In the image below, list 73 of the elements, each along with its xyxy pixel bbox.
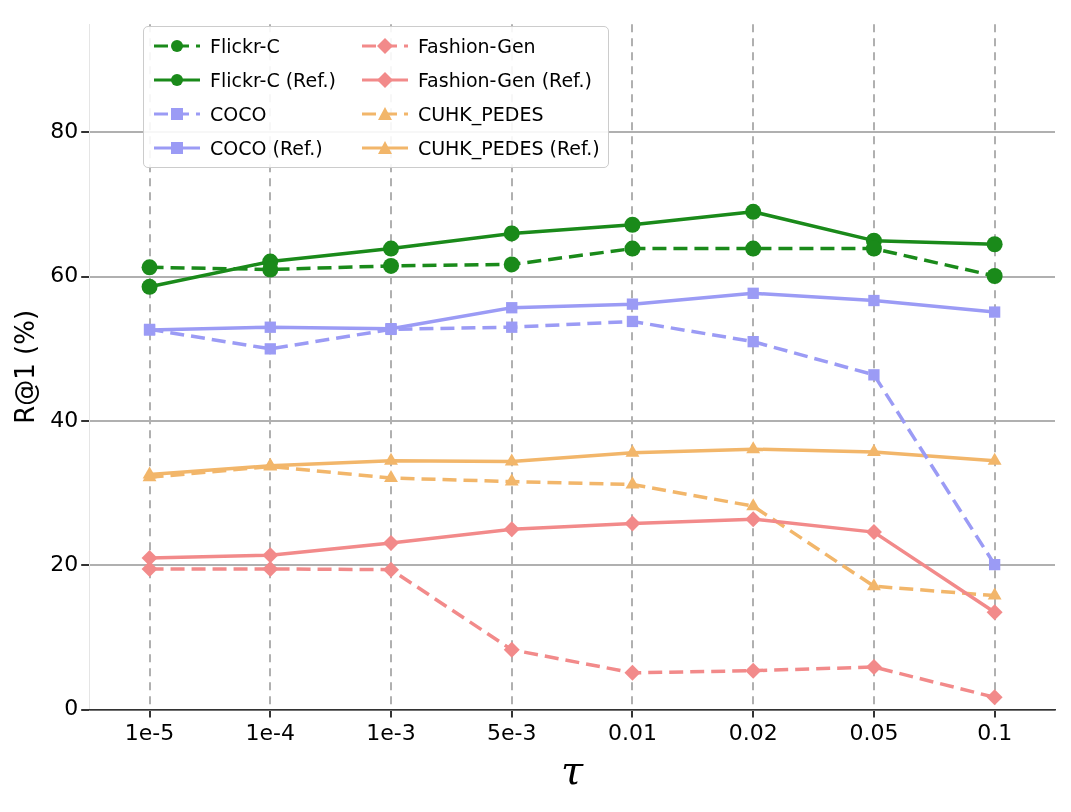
y-tick-label: 0: [64, 695, 79, 721]
point: [626, 298, 639, 310]
point: [384, 470, 398, 483]
y-tick-label: 60: [50, 262, 79, 288]
point: [506, 321, 518, 333]
point: [745, 240, 762, 257]
x-tick-label: 0.1: [977, 719, 1013, 745]
point: [865, 524, 882, 541]
point: [504, 453, 519, 466]
legend-label: COCO: [210, 102, 267, 127]
point: [626, 315, 639, 328]
y-axis-title: R@1 (%): [10, 309, 41, 424]
point: [503, 521, 520, 538]
point: [866, 444, 881, 457]
point: [506, 302, 518, 314]
y-tick-label: 20: [50, 551, 79, 577]
point: [264, 321, 276, 333]
x-tick-label: 0.02: [728, 719, 778, 745]
point: [868, 369, 880, 381]
legend-label: Flickr-C (Ref.): [210, 68, 336, 93]
point: [746, 498, 761, 511]
point: [986, 267, 1003, 284]
point: [747, 287, 759, 299]
point: [141, 259, 158, 276]
point: [986, 689, 1003, 706]
legend-label: Flickr-C: [210, 34, 280, 59]
legend-label: Fashion-Gen (Ref.): [417, 68, 592, 93]
point: [747, 335, 759, 348]
point: [625, 476, 640, 489]
point: [745, 203, 762, 220]
point: [262, 560, 279, 577]
point: [988, 306, 1001, 318]
point: [987, 587, 1002, 600]
point: [383, 257, 400, 274]
point: [986, 604, 1003, 621]
legend-label: CUHK_PEDES: [417, 102, 544, 128]
point: [624, 240, 641, 257]
point: [503, 641, 520, 658]
legend-label: CUHK_PEDES (Ref.): [417, 136, 600, 162]
point: [384, 452, 398, 465]
y-tick-label: 80: [50, 118, 79, 144]
x-tick-label: 0.05: [849, 719, 899, 745]
point: [383, 534, 400, 551]
point: [745, 662, 762, 679]
x-axis-title: τ: [561, 747, 585, 794]
legend-label: Fashion-Gen: [417, 34, 536, 59]
point: [264, 343, 276, 355]
point: [624, 216, 641, 233]
point: [746, 441, 761, 454]
point: [383, 240, 400, 257]
point: [383, 561, 400, 578]
point: [624, 664, 641, 681]
x-tick-label: 0.01: [607, 719, 657, 745]
x-tick-label: 1e-3: [366, 719, 416, 745]
point: [866, 578, 881, 591]
legend-label: COCO (Ref.): [210, 136, 323, 161]
point: [745, 511, 762, 528]
point: [988, 558, 1001, 571]
point: [987, 452, 1002, 465]
x-tick-label: 5e-3: [487, 719, 537, 745]
point: [625, 444, 640, 457]
x-tick-label: 1e-5: [124, 719, 175, 745]
point: [624, 515, 641, 532]
point: [262, 547, 279, 564]
y-tick-label: 40: [50, 406, 79, 432]
point: [865, 659, 882, 676]
point: [503, 256, 520, 273]
point: [503, 225, 520, 242]
point: [986, 236, 1003, 253]
point: [504, 473, 519, 486]
point: [868, 294, 880, 307]
point: [141, 278, 158, 295]
x-tick-label: 1e-4: [245, 719, 296, 745]
